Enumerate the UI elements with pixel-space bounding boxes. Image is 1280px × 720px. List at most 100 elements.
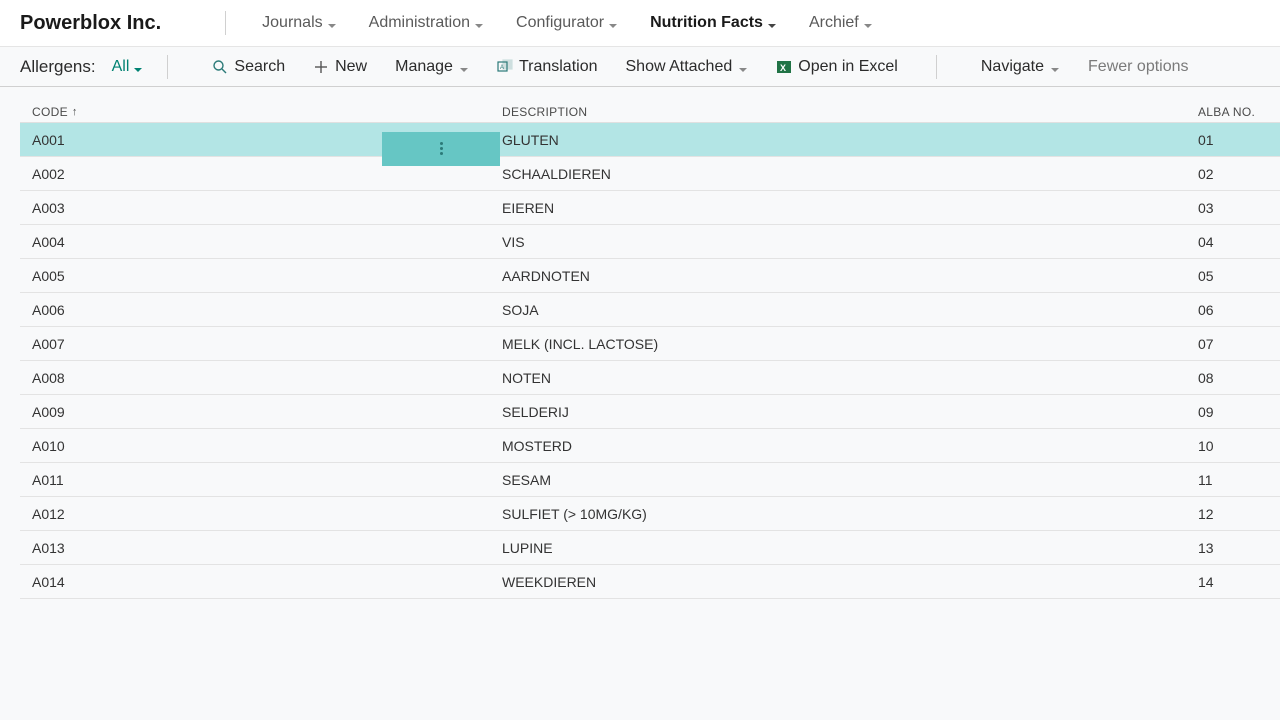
table-row[interactable]: A011SESAM11 xyxy=(20,463,1280,497)
chevron-down-icon xyxy=(863,18,873,28)
show-attached-button[interactable]: Show Attached xyxy=(612,47,763,86)
cell-description: VIS xyxy=(502,234,525,250)
toolbar: Allergens: All Search New Manage A Trans… xyxy=(0,47,1280,87)
header-alba[interactable]: ALBA NO. xyxy=(1198,105,1280,119)
cell-code: A004 xyxy=(32,234,65,250)
cell-description: NOTEN xyxy=(502,370,551,386)
cell-alba: 09 xyxy=(1198,404,1214,420)
header-alba-label: ALBA NO. xyxy=(1198,105,1255,119)
header-description[interactable]: DESCRIPTION xyxy=(500,105,1198,119)
table-row[interactable]: A009SELDERIJ09 xyxy=(20,395,1280,429)
filter-all[interactable]: All xyxy=(112,58,144,76)
cell-alba: 12 xyxy=(1198,506,1214,522)
cell-alba: 10 xyxy=(1198,438,1214,454)
manage-button[interactable]: Manage xyxy=(381,47,483,86)
chevron-down-icon xyxy=(327,18,337,28)
nav-item-journals[interactable]: Journals xyxy=(246,0,352,46)
cell-description: MOSTERD xyxy=(502,438,572,454)
cell-alba: 11 xyxy=(1198,472,1213,488)
table-row[interactable]: A008NOTEN08 xyxy=(20,361,1280,395)
cell-description: SCHAALDIEREN xyxy=(502,166,611,182)
chevron-down-icon xyxy=(133,62,143,72)
chevron-down-icon xyxy=(459,62,469,72)
cell-code: A014 xyxy=(32,574,65,590)
navigate-button[interactable]: Navigate xyxy=(967,47,1074,86)
cell-description: SOJA xyxy=(502,302,539,318)
chevron-down-icon xyxy=(738,62,748,72)
more-vertical-icon xyxy=(440,142,443,155)
fewer-options-button[interactable]: Fewer options xyxy=(1074,47,1203,86)
nav-item-label: Journals xyxy=(262,14,322,32)
cell-code: A001 xyxy=(32,132,65,148)
nav-item-administration[interactable]: Administration xyxy=(353,0,500,46)
search-label: Search xyxy=(234,58,285,76)
table-row[interactable]: A012SULFIET (> 10MG/KG)12 xyxy=(20,497,1280,531)
table-row[interactable]: A001 GLUTEN 01 xyxy=(20,123,1280,157)
sort-arrow-icon: ↑ xyxy=(72,106,78,118)
cell-alba: 01 xyxy=(1198,132,1214,148)
open-excel-label: Open in Excel xyxy=(798,58,898,76)
nav-item-archief[interactable]: Archief xyxy=(793,0,889,46)
table-row[interactable]: A005 AARDNOTEN 05 xyxy=(20,259,1280,293)
nav-item-label: Nutrition Facts xyxy=(650,14,763,32)
table-row[interactable]: A014WEEKDIEREN14 xyxy=(20,565,1280,599)
header-code[interactable]: CODE ↑ xyxy=(20,105,500,119)
cell-code: A013 xyxy=(32,540,65,556)
cell-description: EIEREN xyxy=(502,200,554,216)
cell-description: AARDNOTEN xyxy=(502,268,590,284)
toolbar-label: Allergens: xyxy=(20,57,96,77)
open-excel-button[interactable]: X Open in Excel xyxy=(762,47,912,86)
search-button[interactable]: Search xyxy=(198,47,299,86)
excel-icon: X xyxy=(776,59,792,75)
cell-alba: 05 xyxy=(1198,268,1214,284)
translation-button[interactable]: A Translation xyxy=(483,47,612,86)
translation-label: Translation xyxy=(519,58,598,76)
nav-item-label: Administration xyxy=(369,14,470,32)
nav-item-label: Configurator xyxy=(516,14,604,32)
cell-alba: 04 xyxy=(1198,234,1214,250)
row-action-menu[interactable] xyxy=(382,132,500,166)
manage-label: Manage xyxy=(395,58,453,76)
filter-all-label: All xyxy=(112,58,130,76)
header-code-label: CODE xyxy=(32,105,68,119)
brand-title: Powerblox Inc. xyxy=(20,12,225,35)
cell-code: A005 xyxy=(32,268,65,284)
toolbar-divider xyxy=(167,55,168,79)
table-row[interactable]: A013LUPINE13 xyxy=(20,531,1280,565)
table-row[interactable]: A007MELK (INCL. LACTOSE)07 xyxy=(20,327,1280,361)
table-row[interactable]: A006 SOJA 06 xyxy=(20,293,1280,327)
nav-item-label: Archief xyxy=(809,14,859,32)
new-button[interactable]: New xyxy=(299,47,381,86)
content-area: CODE ↑ DESCRIPTION ALBA NO. A001 GLUTEN 01… xyxy=(0,87,1280,599)
cell-description: LUPINE xyxy=(502,540,553,556)
nav-divider xyxy=(225,11,226,35)
cell-alba: 07 xyxy=(1198,336,1214,352)
cell-description: SULFIET (> 10MG/KG) xyxy=(502,506,647,522)
table-row[interactable]: A003EIEREN03 xyxy=(20,191,1280,225)
navigate-label: Navigate xyxy=(981,58,1044,76)
table-row[interactable]: A010 MOSTERD 10 xyxy=(20,429,1280,463)
svg-text:A: A xyxy=(500,65,504,71)
cell-code: A002 xyxy=(32,166,65,182)
new-label: New xyxy=(335,58,367,76)
top-nav: Powerblox Inc. Journals Administration Con… xyxy=(0,0,1280,47)
nav-item-nutrition-facts[interactable]: Nutrition Facts xyxy=(634,0,793,46)
table-row[interactable]: A004 VIS 04 xyxy=(20,225,1280,259)
svg-text:X: X xyxy=(780,63,786,73)
cell-alba: 08 xyxy=(1198,370,1214,386)
cell-alba: 06 xyxy=(1198,302,1214,318)
chevron-down-icon xyxy=(608,18,618,28)
cell-description: SELDERIJ xyxy=(502,404,569,420)
cell-code: A006 xyxy=(32,302,65,318)
plus-icon xyxy=(313,59,329,75)
cell-description: WEEKDIEREN xyxy=(502,574,596,590)
show-attached-label: Show Attached xyxy=(626,58,733,76)
cell-description: GLUTEN xyxy=(502,132,559,148)
cell-code: A010 xyxy=(32,438,65,454)
chevron-down-icon xyxy=(1050,62,1060,72)
nav-item-configurator[interactable]: Configurator xyxy=(500,0,634,46)
search-icon xyxy=(212,59,228,75)
translation-icon: A xyxy=(497,59,513,75)
table-row[interactable]: A002SCHAALDIEREN02 xyxy=(20,157,1280,191)
cell-description: MELK (INCL. LACTOSE) xyxy=(502,336,658,352)
